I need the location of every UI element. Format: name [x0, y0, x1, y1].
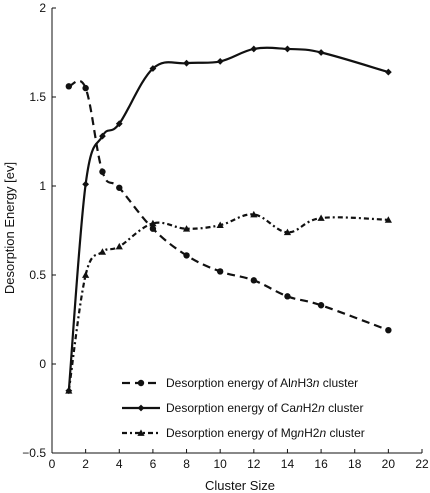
- series-line-2: [67, 46, 389, 391]
- legend-marker: [137, 379, 145, 387]
- legend-marker: [137, 404, 145, 412]
- axes: 0 2 4 6 8 10 12 14 16 18 20 22−0.500.511.52: [22, 1, 429, 471]
- x-tick-label: 6: [150, 457, 157, 471]
- x-tick-label: 14: [281, 457, 295, 471]
- data-point: [98, 248, 107, 255]
- x-tick-label: 12: [247, 457, 261, 471]
- data-point: [317, 214, 325, 221]
- y-tick-label: 2: [39, 1, 46, 15]
- data-point: [183, 252, 190, 259]
- data-point: [82, 180, 90, 188]
- legend: Desorption energy of AlnH3n cluster Desor…: [122, 376, 365, 440]
- data-point: [116, 184, 123, 191]
- data-point: [283, 228, 292, 236]
- x-axis-title: Cluster Size: [205, 478, 275, 493]
- data-point: [149, 219, 157, 227]
- data-point: [250, 210, 258, 218]
- data-point: [65, 83, 73, 90]
- y-tick-label: −0.5: [22, 446, 46, 460]
- data-point: [99, 168, 106, 175]
- legend-label: Desorption energy of CanH2n cluster: [166, 401, 363, 415]
- x-tick-label: 4: [116, 457, 123, 471]
- x-tick-label: 20: [382, 457, 396, 471]
- data-point: [183, 59, 190, 67]
- data-point: [216, 221, 224, 229]
- data-point: [384, 216, 392, 223]
- legend-label: Desorption energy of AlnH3n cluster: [166, 376, 358, 390]
- x-tick-label: 22: [415, 457, 429, 471]
- data-point: [115, 242, 123, 250]
- data-point: [250, 277, 258, 284]
- data-point: [284, 45, 291, 53]
- data-point: [99, 132, 106, 140]
- data-point: [182, 225, 191, 232]
- data-point: [82, 271, 90, 278]
- y-axis-title: Desorption Energy [ev]: [2, 162, 17, 294]
- data-point: [384, 68, 392, 76]
- x-tick-label: 10: [214, 457, 228, 471]
- y-tick-label: 1: [39, 179, 46, 193]
- series-layer: [65, 45, 392, 395]
- x-tick-label: 16: [314, 457, 328, 471]
- x-tick-label: 0: [49, 457, 56, 471]
- legend-item-2: Desorption energy of CanH2n cluster: [122, 401, 363, 415]
- x-tick-label: 8: [183, 457, 190, 471]
- data-point: [385, 326, 392, 334]
- data-point: [149, 225, 157, 232]
- data-point: [115, 120, 123, 128]
- data-point: [317, 49, 325, 56]
- x-tick-label: 2: [82, 457, 89, 471]
- data-point: [250, 45, 258, 53]
- data-point: [149, 65, 157, 72]
- data-point: [284, 293, 291, 300]
- y-tick-label: 0.5: [29, 268, 46, 282]
- y-tick-label: 0: [39, 357, 46, 371]
- data-point: [216, 58, 224, 65]
- data-point: [65, 387, 73, 394]
- data-point: [317, 302, 325, 309]
- series-1: [65, 79, 392, 334]
- legend-item-1: Desorption energy of AlnH3n cluster: [122, 376, 358, 390]
- series-2: [65, 45, 392, 395]
- x-tick-label: 18: [348, 457, 362, 471]
- data-point: [216, 268, 224, 275]
- legend-marker: [137, 429, 145, 436]
- legend-label: Desorption energy of MgnH2n cluster: [166, 426, 365, 440]
- legend-item-3: Desorption energy of MgnH2n cluster: [122, 426, 365, 440]
- series-3: [65, 210, 392, 394]
- data-point: [82, 84, 89, 92]
- series-line-3: [67, 213, 389, 391]
- series-line-1: [68, 79, 389, 332]
- y-tick-label: 1.5: [29, 90, 46, 104]
